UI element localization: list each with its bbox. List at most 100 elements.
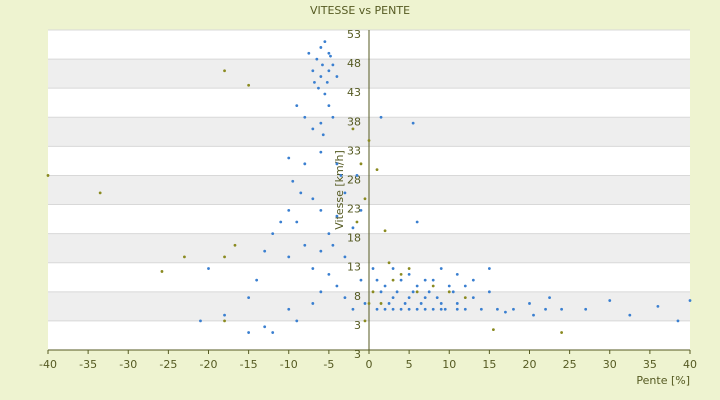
point — [319, 46, 323, 49]
point — [463, 296, 467, 300]
point — [98, 191, 102, 195]
point — [233, 243, 237, 247]
x-tick-label: 10 — [442, 358, 456, 371]
point — [287, 307, 291, 311]
point — [331, 243, 335, 247]
y-tick-label: 48 — [347, 57, 361, 70]
point — [319, 150, 323, 154]
point — [383, 229, 387, 233]
y-tick-label: 23 — [347, 203, 361, 216]
point — [512, 307, 515, 311]
point — [379, 302, 383, 305]
point — [431, 307, 435, 311]
point — [223, 313, 226, 317]
point — [548, 296, 551, 300]
point — [287, 156, 291, 160]
point — [331, 63, 335, 67]
point — [387, 302, 391, 305]
x-tick-label: 15 — [482, 358, 496, 371]
point — [335, 284, 339, 288]
point — [544, 307, 547, 311]
chart-title: VITESSE vs PENTE — [310, 4, 410, 17]
point — [608, 299, 612, 302]
point — [443, 307, 447, 311]
point — [351, 226, 355, 230]
point — [391, 267, 395, 270]
point — [451, 290, 455, 294]
point — [371, 290, 375, 294]
point — [688, 299, 692, 302]
point — [439, 267, 443, 270]
point — [487, 267, 491, 270]
point — [319, 290, 323, 294]
y-axis-title: Vitesse [km/h] — [333, 150, 346, 230]
point — [491, 328, 495, 332]
point — [351, 127, 355, 131]
point — [295, 104, 299, 108]
point — [160, 270, 164, 273]
point — [415, 284, 419, 288]
point — [323, 92, 327, 96]
x-tick-label: -10 — [280, 358, 298, 371]
point — [207, 267, 210, 270]
point — [504, 310, 507, 314]
point — [411, 121, 415, 125]
point — [363, 302, 367, 305]
point — [415, 290, 419, 294]
point — [628, 313, 632, 317]
point — [391, 296, 395, 300]
point — [223, 255, 226, 259]
x-tick-label: 40 — [683, 358, 697, 371]
point — [383, 307, 387, 311]
point — [676, 319, 680, 323]
point — [46, 174, 50, 177]
point — [303, 243, 307, 247]
point — [367, 302, 371, 305]
point — [528, 302, 531, 305]
point — [403, 302, 407, 305]
point — [315, 57, 319, 61]
point — [487, 290, 491, 294]
point — [391, 307, 395, 311]
point — [395, 290, 399, 294]
point — [387, 261, 391, 265]
point — [455, 302, 459, 305]
point — [431, 284, 435, 288]
point — [407, 296, 411, 300]
point — [431, 278, 435, 282]
point — [335, 75, 339, 78]
point — [447, 284, 451, 288]
point — [303, 115, 307, 119]
point — [379, 115, 383, 119]
point — [325, 80, 329, 84]
point — [423, 296, 427, 300]
point — [415, 220, 419, 224]
point — [295, 220, 299, 224]
y-tick-label: 18 — [347, 232, 361, 245]
point — [351, 307, 355, 311]
point — [247, 296, 251, 300]
point — [331, 115, 335, 119]
point — [371, 267, 375, 270]
point — [532, 313, 535, 317]
point — [327, 272, 331, 276]
point — [319, 121, 323, 125]
x-tick-label: 0 — [366, 358, 373, 371]
point — [291, 179, 295, 183]
point — [327, 51, 331, 55]
point — [439, 307, 443, 311]
x-tick-label: -35 — [79, 358, 97, 371]
point — [199, 319, 202, 323]
x-tick-label: -40 — [39, 358, 57, 371]
point — [415, 307, 419, 311]
point — [584, 307, 588, 311]
point — [560, 331, 563, 334]
point — [471, 296, 475, 300]
point — [327, 232, 331, 236]
point — [311, 302, 315, 305]
x-tick-label: 35 — [643, 358, 657, 371]
point — [311, 127, 315, 131]
point — [375, 278, 379, 282]
point — [375, 307, 379, 311]
point — [359, 208, 363, 212]
